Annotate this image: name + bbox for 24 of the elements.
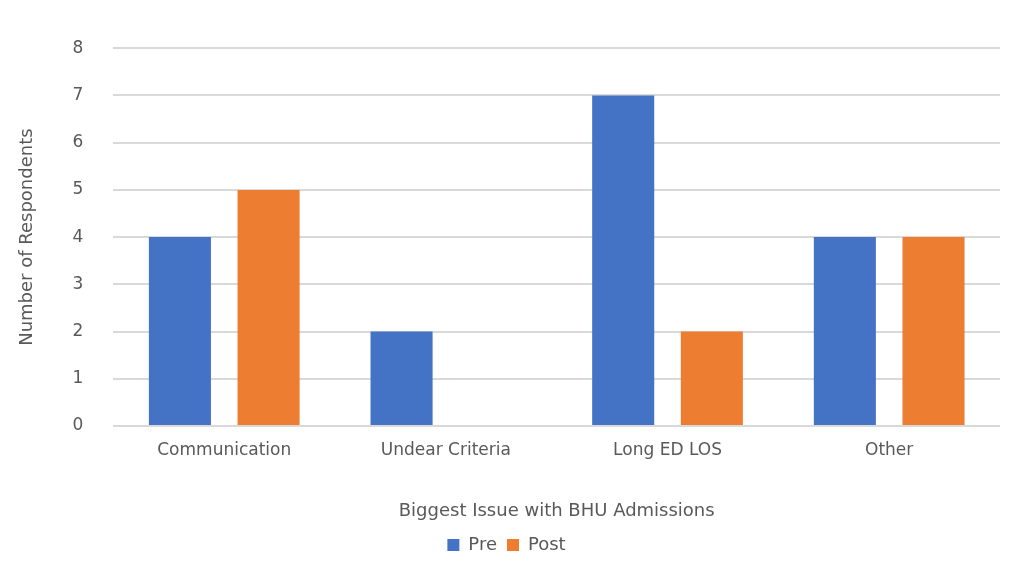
bar: [148, 237, 211, 425]
y-tick-label: 7: [72, 83, 84, 104]
x-tick-label: Other: [865, 438, 914, 459]
y-tick-label: 5: [72, 178, 84, 199]
y-tick-label: 3: [72, 272, 84, 293]
y-tick-label: 1: [72, 367, 84, 388]
y-tick-label: 6: [72, 131, 84, 152]
bar: [902, 237, 965, 425]
bar: [370, 331, 433, 425]
y-tick-label: 0: [72, 414, 84, 435]
y-axis-title: Number of Respondents: [15, 128, 37, 346]
bar: [680, 331, 743, 425]
x-tick-label: Communication: [157, 438, 292, 459]
bar: [592, 95, 655, 425]
bar: [813, 237, 876, 425]
y-tick-label: 8: [72, 36, 84, 57]
x-axis-title: Biggest Issue with BHU Admissions: [398, 498, 715, 520]
legend-label: Post: [527, 532, 566, 554]
x-tick-label: Undear Criteria: [380, 438, 511, 459]
y-tick-label: 4: [72, 225, 84, 246]
x-tick-label: Long ED LOS: [613, 438, 722, 459]
y-tick-label: 2: [72, 319, 84, 340]
bar: [237, 189, 300, 425]
legend-label: Pre: [468, 532, 497, 554]
